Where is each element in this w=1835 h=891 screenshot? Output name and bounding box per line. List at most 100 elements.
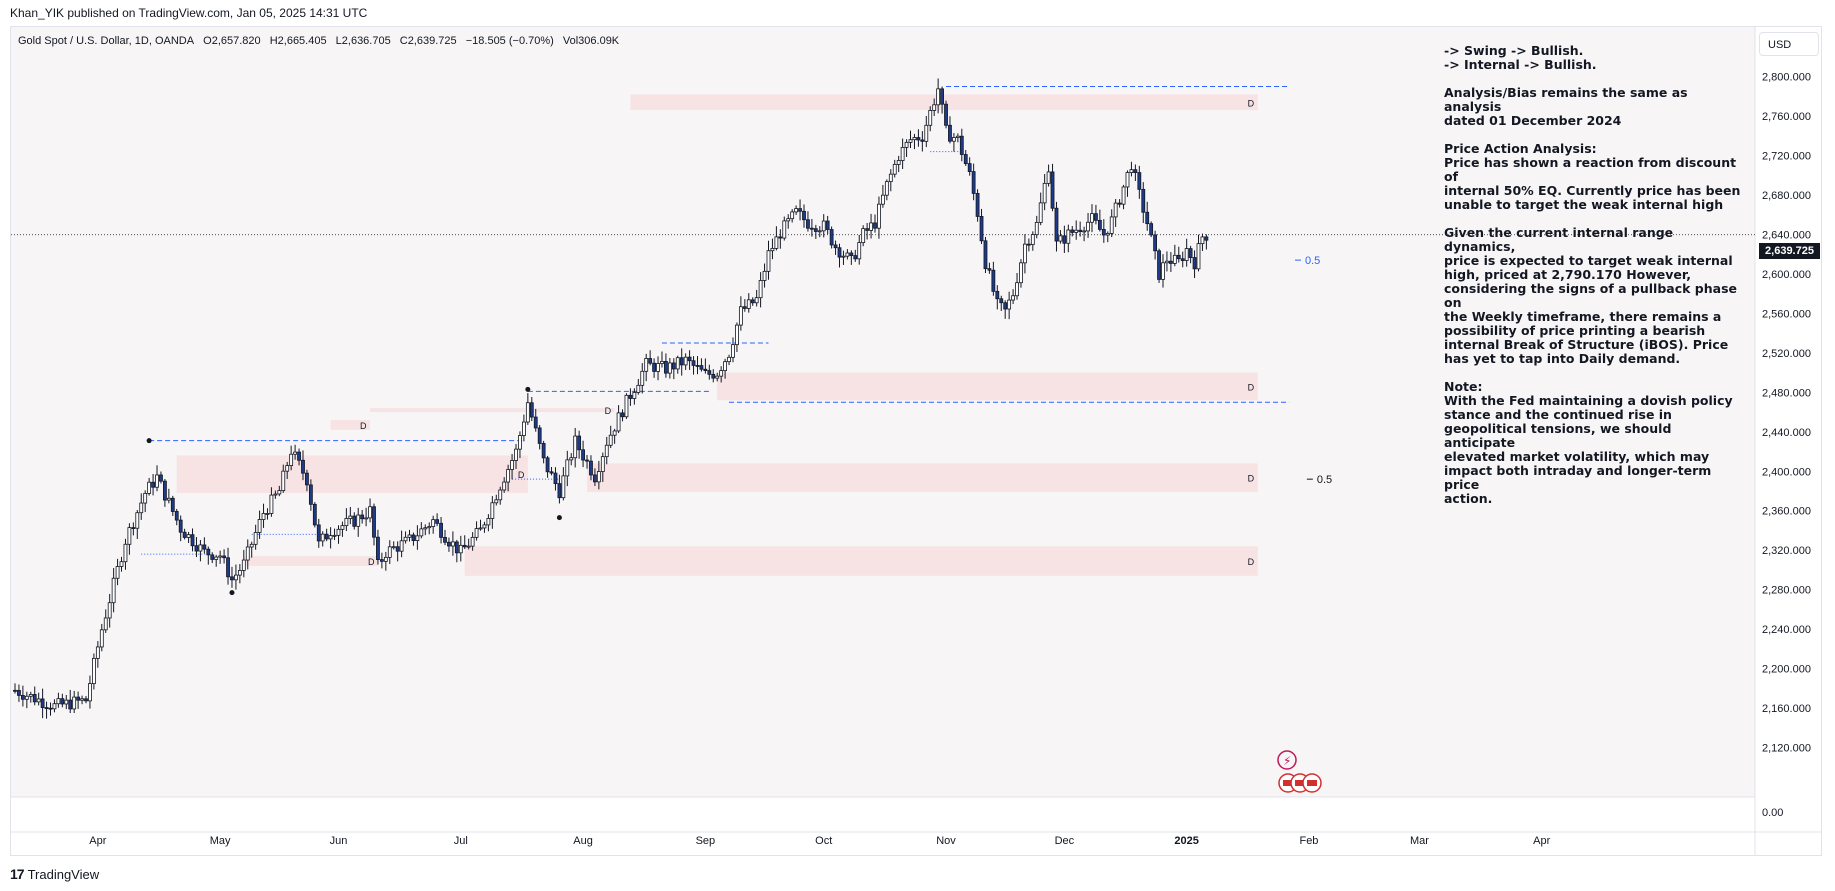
candle-body — [1070, 229, 1075, 233]
candle-body — [490, 502, 495, 519]
note-line: internal 50% EQ. Currently price has bee… — [1444, 183, 1741, 198]
candle-body — [502, 481, 507, 491]
candle-body — [762, 270, 767, 281]
demand-zone — [630, 94, 1258, 111]
note-line: unable to target the weak internal high — [1444, 197, 1724, 212]
candle-body — [328, 535, 333, 540]
candle-body — [896, 160, 901, 165]
candle-body — [305, 472, 309, 486]
demand-zone — [243, 556, 378, 566]
symbol-legend: Gold Spot / U.S. Dollar, 1D, OANDA O2,65… — [18, 35, 625, 47]
swing-point-marker — [556, 515, 562, 521]
candle-body — [1101, 229, 1106, 236]
high-value: H2,665.405 — [269, 35, 327, 47]
candle-body — [194, 545, 199, 552]
y-tick-label: 2,800.000 — [1762, 72, 1811, 84]
candle-body — [600, 456, 605, 472]
candle-body — [1184, 248, 1189, 261]
candle-body — [948, 124, 952, 142]
candle-body — [123, 543, 128, 563]
candle-body — [758, 280, 763, 299]
candle-body — [936, 88, 941, 106]
candle-body — [415, 535, 420, 541]
y-tick-label: 2,120.000 — [1762, 743, 1811, 755]
candle-body — [1117, 202, 1122, 205]
candle-body — [778, 236, 783, 239]
bias-internal: -> Internal -> Bullish. — [1444, 57, 1597, 72]
candle-body — [707, 370, 712, 375]
demand-zone — [717, 372, 1258, 401]
volume-axis-label: 0.00 — [1762, 807, 1783, 819]
candle-body — [1054, 207, 1059, 242]
plot-background — [11, 27, 1755, 797]
candle-body — [391, 546, 396, 549]
x-tick-label: May — [210, 835, 231, 847]
candle-body — [1141, 188, 1146, 213]
y-tick-label: 2,320.000 — [1762, 545, 1811, 557]
candle-body — [695, 365, 700, 367]
candle-body — [56, 698, 61, 705]
candle-body — [486, 518, 491, 526]
candle-body — [115, 566, 120, 579]
candle-body — [940, 88, 944, 105]
note-line: considering the signs of a pullback phas… — [1444, 281, 1737, 310]
candle-body — [206, 548, 211, 556]
equilibrium-label: 0.5 — [1305, 255, 1320, 267]
candle-body — [715, 375, 720, 379]
candle-body — [312, 503, 317, 526]
candle-body — [190, 534, 195, 547]
candle-body — [928, 110, 933, 126]
note-line: Given the current internal range dynamic… — [1444, 225, 1674, 254]
candle-body — [182, 531, 187, 538]
candle-body — [1145, 211, 1150, 225]
candle-body — [873, 222, 877, 229]
tradingview-logo[interactable]: 17 TradingView — [10, 866, 99, 882]
currency-button[interactable]: USD — [1759, 32, 1819, 56]
candle-body — [671, 362, 676, 370]
candle-body — [186, 534, 191, 538]
demand-zone-label: D — [1248, 474, 1255, 484]
candle-body — [865, 228, 870, 231]
note-line: action. — [1444, 491, 1493, 506]
candle-body — [241, 559, 246, 571]
candle-body — [971, 171, 976, 194]
y-tick-label: 2,360.000 — [1762, 506, 1811, 518]
note-line: stance and the continued rise in — [1444, 407, 1672, 422]
candle-body — [1066, 229, 1071, 244]
candle-body — [308, 484, 313, 505]
candle-body — [151, 481, 155, 488]
x-tick-label: Oct — [815, 835, 832, 847]
note-line: the Weekly timeframe, there remains a — [1444, 309, 1722, 324]
candle-body — [912, 137, 917, 141]
us-flag-event-stripe — [1295, 780, 1305, 786]
x-tick-label: Mar — [1410, 835, 1429, 847]
open-value: O2,657.820 — [203, 35, 261, 47]
candle-body — [166, 497, 171, 501]
candle-body — [703, 368, 708, 372]
candle-body — [1090, 213, 1094, 223]
candle-body — [1050, 171, 1055, 209]
candle-body — [222, 555, 226, 559]
candle-body — [257, 519, 262, 533]
demand-zone — [330, 419, 371, 430]
candle-body — [735, 324, 739, 346]
candle-body — [64, 699, 69, 705]
equilibrium-label: 0.5 — [1317, 474, 1332, 486]
candle-body — [691, 360, 696, 366]
candle-body — [612, 430, 617, 436]
candle-body — [423, 527, 428, 530]
y-tick-label: 2,200.000 — [1762, 664, 1811, 676]
candle-body — [72, 696, 77, 710]
us-flag-event-stripe — [1283, 780, 1293, 786]
candle-body — [198, 544, 203, 552]
y-tick-label: 2,160.000 — [1762, 703, 1811, 715]
candle-body — [616, 412, 621, 432]
candle-body — [1062, 235, 1067, 244]
x-tick-label: Jul — [454, 835, 468, 847]
y-tick-label: 2,600.000 — [1762, 269, 1811, 281]
candle-body — [522, 421, 526, 436]
candle-body — [403, 536, 408, 542]
candle-body — [963, 154, 968, 164]
note-line: price is expected to target weak interna… — [1444, 253, 1733, 268]
